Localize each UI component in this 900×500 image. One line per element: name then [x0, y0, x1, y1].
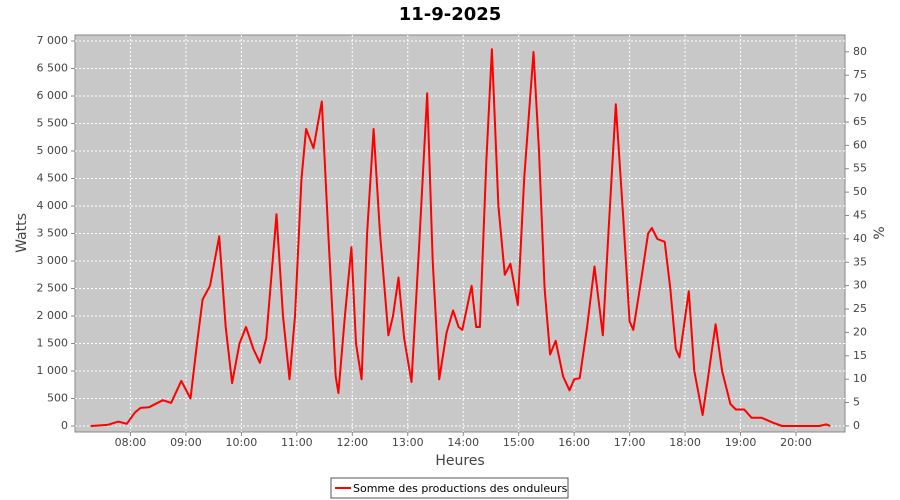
- x-tick-label: 14:00: [447, 436, 479, 449]
- y2-tick-label: 10: [853, 372, 867, 385]
- x-tick-label: 11:00: [281, 436, 313, 449]
- y2-tick-label: 65: [853, 115, 867, 128]
- y2-tick-label: 50: [853, 185, 867, 198]
- legend-label: Somme des productions des onduleurs: [353, 482, 568, 495]
- y-tick-label: 6 000: [37, 89, 69, 102]
- y2-tick-label: 55: [853, 162, 867, 175]
- y-tick-label: 4 500: [37, 171, 69, 184]
- x-tick-label: 16:00: [558, 436, 590, 449]
- y2-tick-label: 70: [853, 92, 867, 105]
- y2-tick-label: 75: [853, 68, 867, 81]
- x-tick-label: 18:00: [669, 436, 701, 449]
- y2-tick-label: 60: [853, 138, 867, 151]
- x-axis-label: Heures: [435, 453, 484, 469]
- x-tick-label: 13:00: [392, 436, 424, 449]
- y-tick-label: 2 000: [37, 309, 69, 322]
- y-tick-label: 6 500: [37, 61, 69, 74]
- y2-tick-label: 35: [853, 255, 867, 268]
- y-tick-label: 3 500: [37, 227, 69, 240]
- y2-tick-label: 25: [853, 302, 867, 315]
- y2-tick-label: 30: [853, 279, 867, 292]
- y2-tick-label: 0: [853, 419, 860, 432]
- y-tick-label: 2 500: [37, 282, 69, 295]
- y2-tick-label: 20: [853, 325, 867, 338]
- legend-box: [330, 477, 569, 499]
- y-tick-label: 4 000: [37, 199, 69, 212]
- x-tick-label: 12:00: [336, 436, 368, 449]
- y2-tick-label: 5: [853, 396, 860, 409]
- y-tick-label: 0: [61, 419, 68, 432]
- x-tick-label: 19:00: [725, 436, 757, 449]
- y-tick-label: 3 000: [37, 254, 69, 267]
- chart-title: 11-9-2025: [399, 4, 502, 25]
- y-tick-label: 1 000: [37, 364, 69, 377]
- x-tick-label: 15:00: [503, 436, 535, 449]
- y-tick-label: 1 500: [37, 337, 69, 350]
- y-tick-label: 7 000: [37, 34, 69, 47]
- x-tick-label: 20:00: [780, 436, 812, 449]
- y-tick-label: 5 000: [37, 144, 69, 157]
- x-tick-label: 10:00: [226, 436, 258, 449]
- y2-tick-label: 80: [853, 45, 867, 58]
- y2-axis-label: %: [872, 226, 888, 239]
- x-tick-label: 08:00: [115, 436, 147, 449]
- line-series: [90, 48, 831, 427]
- y-tick-label: 5 500: [37, 116, 69, 129]
- y-axis-label: Watts: [14, 213, 30, 253]
- x-tick-label: 09:00: [170, 436, 202, 449]
- y2-tick-label: 45: [853, 208, 867, 221]
- y2-tick-label: 40: [853, 232, 867, 245]
- x-tick-label: 17:00: [614, 436, 646, 449]
- y-tick-label: 500: [47, 392, 68, 405]
- y2-tick-label: 15: [853, 349, 867, 362]
